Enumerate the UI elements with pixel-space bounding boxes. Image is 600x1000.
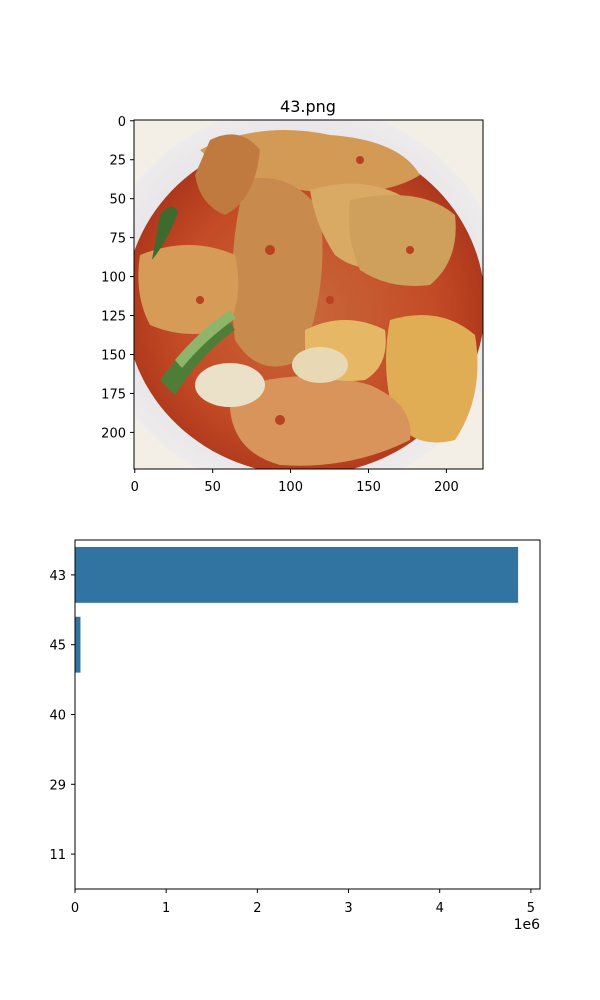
image-y-tick-label: 200 [101,426,126,441]
bar-43 [75,546,519,603]
image-y-tick-label: 150 [101,348,126,363]
food-photo [134,120,483,469]
bar-x-tick-label: 2 [253,901,261,916]
image-y-tick-label: 75 [109,232,126,247]
image-y-tick-label: 0 [118,115,126,130]
bar-x-tick-label: 5 [527,901,535,916]
image-y-tick-label: 125 [101,310,126,325]
bar-x-tick-label: 3 [344,901,352,916]
bar-y-ticks: 43 45 40 29 11 [49,569,75,863]
bar-y-tick-label: 45 [49,639,66,654]
bar-x-ticks: 0 1 2 3 4 5 [71,889,535,916]
image-x-tick-label: 0 [131,480,139,495]
image-y-ticks: 0 25 50 75 100 125 150 175 200 [101,115,134,441]
bar-y-tick-label: 11 [49,848,66,863]
image-x-tick-label: 100 [278,480,303,495]
image-y-tick-label: 100 [101,271,126,286]
bar-x-tick-label: 1 [162,901,170,916]
image-y-tick-label: 175 [101,387,126,402]
image-axes-frame [133,119,484,470]
image-axes: 43.png [101,97,484,495]
bar-45 [75,616,81,673]
image-y-tick-label: 25 [109,154,126,169]
bar-x-tick-label: 0 [71,901,79,916]
image-x-ticks: 0 50 100 150 200 [131,469,459,495]
image-y-tick-label: 50 [109,193,126,208]
image-x-tick-label: 150 [356,480,381,495]
bar-y-tick-label: 29 [49,778,66,793]
bar-y-tick-label: 40 [49,709,66,724]
x-offset-text: 1e6 [514,917,541,933]
bar-x-tick-label: 4 [436,901,444,916]
image-title: 43.png [280,97,336,116]
bar-series [75,546,519,673]
image-x-tick-label: 200 [434,480,459,495]
image-x-tick-label: 50 [204,480,221,495]
bar-y-tick-label: 43 [49,569,66,584]
